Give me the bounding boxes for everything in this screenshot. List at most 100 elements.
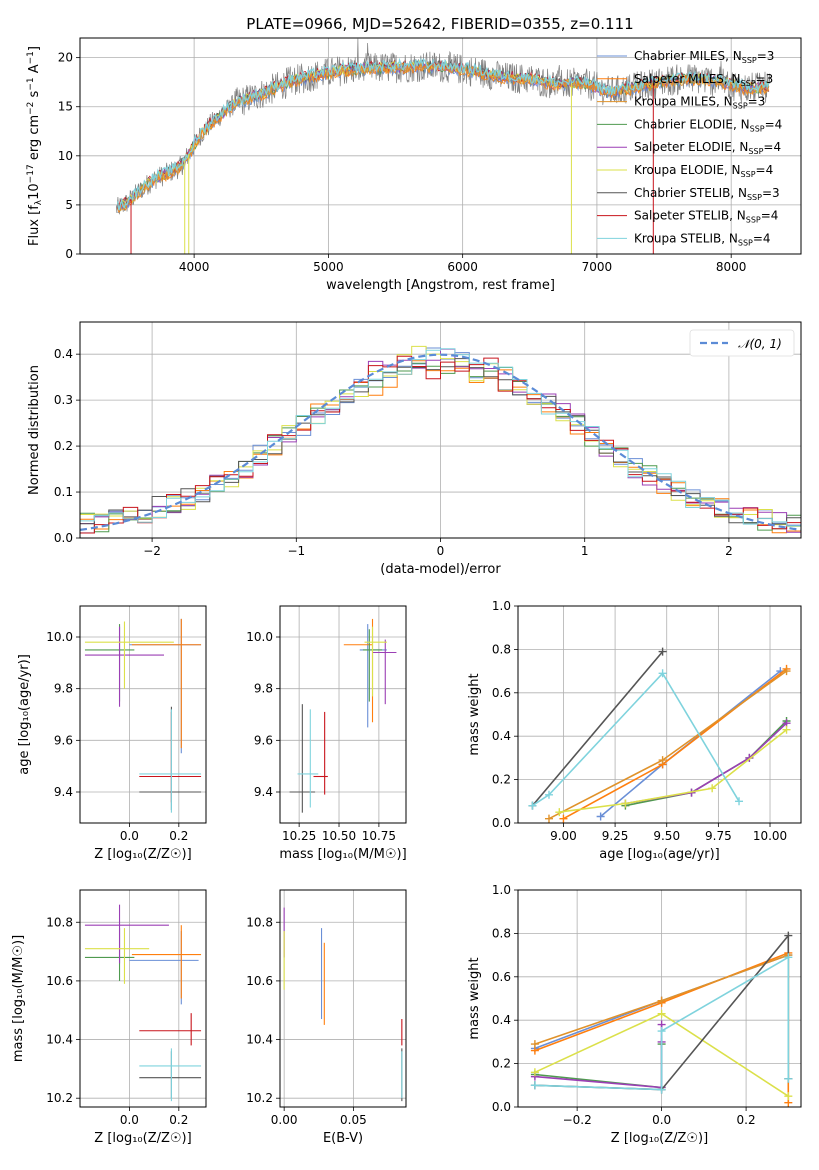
series-marker (657, 1027, 666, 1036)
legend-label-sub: SSP (747, 193, 762, 202)
normal-reference-curve (80, 353, 801, 531)
y-tick-label: 15 (58, 100, 73, 114)
y-tick-label: 1.0 (492, 883, 511, 897)
y-tick-label: 0.1 (54, 485, 73, 499)
mass-weight-series (530, 953, 793, 1094)
y-tick-label: 9.8 (254, 682, 273, 696)
x-tick-label: 7000 (582, 260, 613, 274)
figure-title: PLATE=0966, MJD=52642, FIBERID=0355, z=0… (246, 15, 633, 33)
axes: 10.25 10.50 10.75 9.4 9.6 9.8 10.0 mass [log₁₀(… (246, 605, 407, 862)
y-tick-label: 0.4 (492, 1013, 511, 1027)
legend-label-tail: =3 (748, 95, 766, 109)
x-tick-label: 9.25 (602, 829, 629, 843)
grid-lines (280, 606, 406, 823)
y-tick-label: 10.2 (246, 1091, 273, 1105)
histogram-series (80, 348, 801, 538)
y-axis-label-part: A (27, 64, 42, 77)
axes-frame (517, 889, 802, 1108)
errorbar-point (139, 709, 202, 813)
axes-frame (79, 37, 802, 255)
x-tick-label: −2 (143, 544, 161, 558)
errorbar-point (297, 709, 319, 808)
legend-label-sub: SSP (733, 102, 748, 111)
legend-label-tail: =4 (763, 140, 781, 154)
y-tick-label: 10.6 (46, 974, 73, 988)
y-axis-label-part: Flux [f (27, 205, 42, 246)
series-marker (544, 790, 553, 799)
series-marker (657, 1009, 666, 1018)
y-tick-label: 0.8 (492, 926, 511, 940)
series-marker (784, 1074, 793, 1083)
y-tick-label: 0.8 (492, 642, 511, 656)
y-tick-label: 0.2 (492, 773, 511, 787)
x-tick-label: 9.50 (653, 829, 680, 843)
series-marker (555, 808, 564, 817)
legend-label-text: Chabrier ELODIE, N (634, 117, 750, 131)
series-marker (544, 814, 553, 823)
y-axis-label-sub: λ (34, 199, 44, 205)
legend-label-text: Kroupa ELODIE, N (634, 163, 741, 177)
series-marker (784, 931, 793, 940)
series-marker (528, 801, 537, 810)
axes-frame (79, 889, 207, 1108)
y-tick-label: 10.2 (46, 1091, 73, 1105)
y-axis-label-exp: −1 (26, 51, 36, 64)
y-tick-label: 10.8 (246, 915, 273, 929)
errorbar-point (84, 621, 174, 689)
errorbar-point (364, 626, 387, 697)
y-tick-label: 0.3 (54, 393, 73, 407)
errorbar-point (139, 1013, 202, 1046)
series-line (531, 651, 664, 807)
y-axis-label: mass [log₁₀(M/M☉)] (11, 935, 26, 1062)
legend-label-tail: =4 (765, 117, 783, 131)
spectrum-panel: 4000 5000 6000 7000 8000 0 5 10 15 20 wavelength [… (26, 37, 802, 293)
chart-marks (528, 647, 791, 823)
legend-label: 𝒩(0, 1) (738, 337, 782, 351)
series-line (532, 671, 740, 807)
model-spectrum-line (116, 57, 770, 211)
errorbar-point (372, 639, 397, 705)
series-marker (530, 1068, 539, 1077)
errorbar-point (84, 928, 150, 984)
axes: −2 −1 0 1 2 0.0 0.1 0.2 0.3 0.4 (data-model)/error… (27, 321, 802, 577)
legend-label: Chabrier STELIB, NSSP=3 (634, 186, 780, 202)
x-axis-label: Z [log₁₀(Z/Z☉)] (611, 1131, 708, 1146)
x-tick-label: 0.05 (340, 1113, 367, 1127)
legend-label-sub: SSP (748, 147, 763, 156)
legend-label-text: Kroupa STELIB, N (634, 231, 738, 245)
grid-lines (80, 890, 206, 1107)
legend-label-tail: =3 (756, 72, 774, 86)
x-tick-label: −0.2 (563, 1113, 592, 1127)
y-tick-label: 0.6 (492, 686, 511, 700)
y-axis-label-part: erg cm (27, 115, 42, 164)
chart-marks (80, 345, 801, 538)
x-axis-label: age [log₁₀(age/yr)] (599, 847, 720, 862)
x-tick-label: 10.75 (362, 829, 396, 843)
legend-label-sub: SSP (746, 216, 761, 225)
y-tick-label: 9.4 (54, 785, 73, 799)
legend: 𝒩(0, 1) (689, 329, 795, 357)
y-tick-label: 5 (65, 198, 73, 212)
legend-label: Salpeter STELIB, NSSP=4 (634, 209, 778, 225)
legend-label: Kroupa ELODIE, NSSP=4 (634, 163, 773, 179)
series-marker (559, 814, 568, 823)
series-marker (596, 812, 605, 821)
series-marker (708, 784, 717, 793)
axes: 0.00 0.05 10.2 10.4 10.6 10.8 E(B-V) (246, 889, 407, 1146)
x-tick-label: 0.0 (652, 1113, 671, 1127)
series-marker (657, 996, 666, 1005)
chart-marks (530, 931, 793, 1107)
y-tick-label: 9.4 (254, 785, 273, 799)
y-tick-label: 0.2 (54, 439, 73, 453)
x-tick-label: 0.2 (169, 1113, 188, 1127)
residual-histogram-panel: −2 −1 0 1 2 0.0 0.1 0.2 0.3 0.4 (data-model)/error… (27, 321, 802, 577)
axes: −0.2 0.0 0.2 0.0 0.2 0.4 0.6 0.8 1.0 Z [log₁₀(Z/Z… (467, 883, 802, 1146)
x-tick-label: 0.0 (120, 829, 139, 843)
x-tick-label: 0.0 (120, 1113, 139, 1127)
age-vs-metallicity-panel: 0.0 0.2 9.4 9.6 9.8 10.0 Z [log₁₀(Z/Z☉)] age [l… (17, 605, 207, 862)
y-tick-label: 0.2 (492, 1057, 511, 1071)
series-marker (658, 647, 667, 656)
legend-label: Chabrier ELODIE, NSSP=4 (634, 117, 782, 133)
series-line (559, 729, 787, 813)
